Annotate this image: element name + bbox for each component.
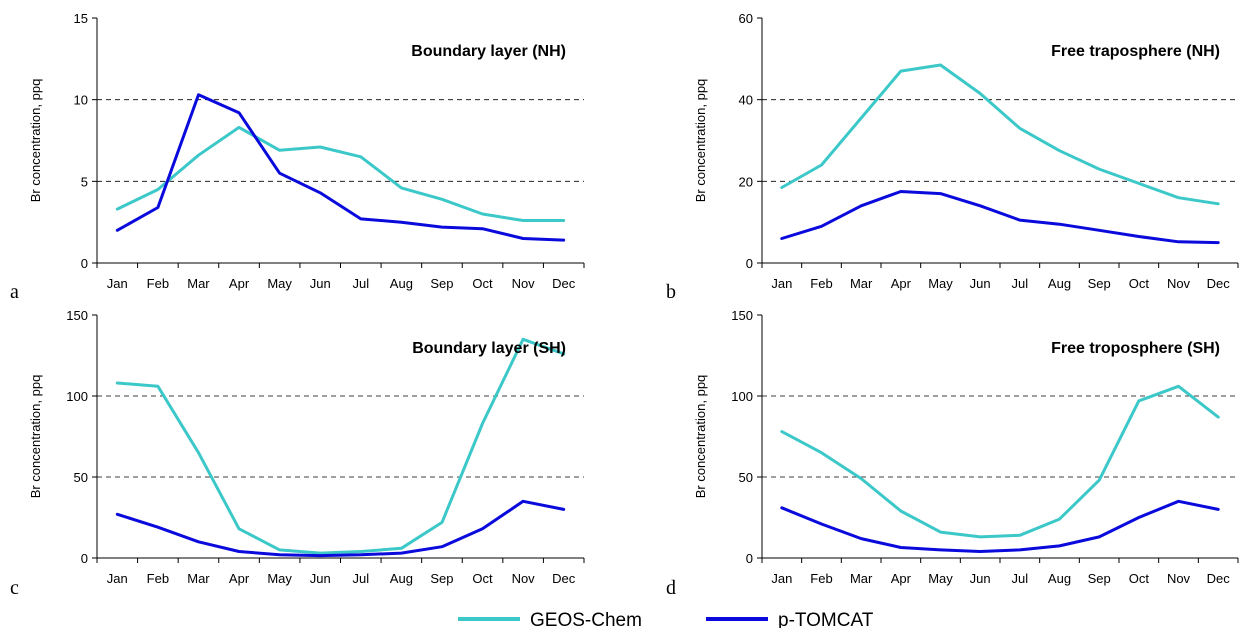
x-tick-label: Mar	[850, 571, 873, 586]
x-tick-label: Jul	[1012, 276, 1029, 291]
chart-panel-a: 0 5 10 15 Jan Feb Mar Apr May Jun Jul Aug Sep Oct Nov D…	[10, 11, 585, 303]
y-tick-label: 60	[739, 11, 753, 26]
x-tick-label: May	[928, 276, 953, 291]
x-tick-label: Oct	[1129, 571, 1150, 586]
x-tick-label: Mar	[850, 276, 873, 291]
x-tick-label: Jun	[310, 571, 331, 586]
series-line-geos-chem	[115, 125, 566, 222]
series-line-geos-chem	[780, 63, 1220, 206]
x-tick-label: Jan	[771, 276, 792, 291]
legend: GEOS-Chem p-TOMCAT	[458, 610, 874, 628]
x-tick-label: Aug	[1048, 276, 1071, 291]
y-tick-label: 100	[66, 389, 88, 404]
series-line-p-tomcat	[780, 499, 1220, 553]
y-tick-label: 15	[74, 11, 88, 26]
x-tick-label: Jul	[352, 276, 369, 291]
x-tick-label: Jan	[771, 571, 792, 586]
x-tick-label: Jan	[107, 571, 128, 586]
chart-panels: 0 5 10 15 Jan Feb Mar Apr May Jun Jul Aug Sep Oct Nov D…	[10, 11, 1239, 599]
chart-panel-b: 0 20 40 60 Jan Feb Mar Apr May Jun Jul Aug Sep Oct Nov…	[666, 11, 1239, 303]
series-line-p-tomcat	[115, 499, 566, 558]
y-tick-label: 150	[66, 308, 88, 323]
x-tick-label: May	[267, 571, 292, 586]
x-tick-label: Apr	[891, 571, 912, 586]
x-tick-label: Nov	[1167, 571, 1191, 586]
y-tick-label: 5	[81, 174, 88, 189]
x-tick-label: Jul	[352, 571, 369, 586]
x-tick-label: Jul	[1012, 571, 1029, 586]
y-axis-label: Br concentration, ppq	[28, 79, 43, 203]
x-tick-label: Aug	[390, 571, 413, 586]
panel-label: c	[10, 577, 19, 599]
y-tick-label: 0	[746, 256, 753, 271]
x-tick-label: Jun	[970, 276, 991, 291]
y-tick-label: 10	[74, 93, 88, 108]
x-tick-label: Apr	[229, 276, 250, 291]
y-tick-label: 20	[739, 174, 753, 189]
x-tick-label: Jun	[970, 571, 991, 586]
panel-label: b	[666, 281, 676, 303]
x-tick-label: Dec	[1207, 276, 1231, 291]
x-tick-label: Jun	[310, 276, 331, 291]
x-tick-label: Feb	[810, 276, 832, 291]
x-tick-label: Dec	[552, 276, 576, 291]
panel-title: Free troposphere (SH)	[1051, 340, 1220, 357]
x-tick-label: May	[267, 276, 292, 291]
legend-label-p-tomcat: p-TOMCAT	[778, 610, 874, 628]
chart-panel-d: 0 50 100 150 Jan Feb Mar Apr May Jun Jul Aug Sep Oct N…	[666, 308, 1239, 599]
series-line-geos-chem	[115, 337, 566, 555]
x-tick-label: Sep	[430, 571, 453, 586]
panel-title: Free traposphere (NH)	[1051, 43, 1220, 60]
y-tick-label: 0	[81, 551, 88, 566]
panel-title: Boundary layer (NH)	[411, 43, 566, 60]
x-tick-label: Aug	[1048, 571, 1071, 586]
x-tick-label: Aug	[390, 276, 413, 291]
y-tick-label: 100	[731, 389, 753, 404]
x-tick-label: Mar	[187, 571, 210, 586]
x-tick-label: Sep	[1088, 276, 1111, 291]
x-tick-label: Sep	[1088, 571, 1111, 586]
panel-label: d	[666, 577, 676, 599]
x-tick-label: Jan	[107, 276, 128, 291]
series-line-p-tomcat	[780, 190, 1220, 245]
panel-title: Boundary layer (SH)	[412, 340, 566, 357]
x-tick-label: Feb	[810, 571, 832, 586]
x-tick-label: Oct	[1129, 276, 1150, 291]
x-tick-label: Dec	[552, 571, 576, 586]
y-axis-label: Br concentration, ppq	[693, 375, 708, 499]
x-tick-label: Nov	[512, 571, 536, 586]
x-tick-label: May	[928, 571, 953, 586]
y-axis-label: Br concentration, ppq	[28, 375, 43, 499]
y-axis-label: Br concentration, ppq	[693, 79, 708, 203]
x-tick-label: Nov	[1167, 276, 1191, 291]
y-tick-label: 40	[739, 93, 753, 108]
y-tick-label: 50	[739, 470, 753, 485]
x-tick-label: Feb	[147, 571, 169, 586]
y-tick-label: 150	[731, 308, 753, 323]
x-tick-label: Oct	[472, 276, 493, 291]
y-tick-label: 50	[74, 470, 88, 485]
chart-panel-c: 0 50 100 150 Jan Feb Mar Apr May Jun Jul Aug Sep Oct N…	[10, 308, 585, 599]
legend-label-geos-chem: GEOS-Chem	[530, 610, 642, 628]
x-tick-label: Feb	[147, 276, 169, 291]
x-tick-label: Dec	[1207, 571, 1231, 586]
x-tick-label: Apr	[229, 571, 250, 586]
panel-label: a	[10, 281, 19, 303]
series-line-geos-chem	[780, 384, 1220, 539]
x-tick-label: Oct	[472, 571, 493, 586]
x-tick-label: Apr	[891, 276, 912, 291]
x-tick-label: Mar	[187, 276, 210, 291]
y-tick-label: 0	[81, 256, 88, 271]
y-tick-label: 0	[746, 551, 753, 566]
series-line-p-tomcat	[115, 93, 566, 242]
x-tick-label: Nov	[512, 276, 536, 291]
x-tick-label: Sep	[430, 276, 453, 291]
